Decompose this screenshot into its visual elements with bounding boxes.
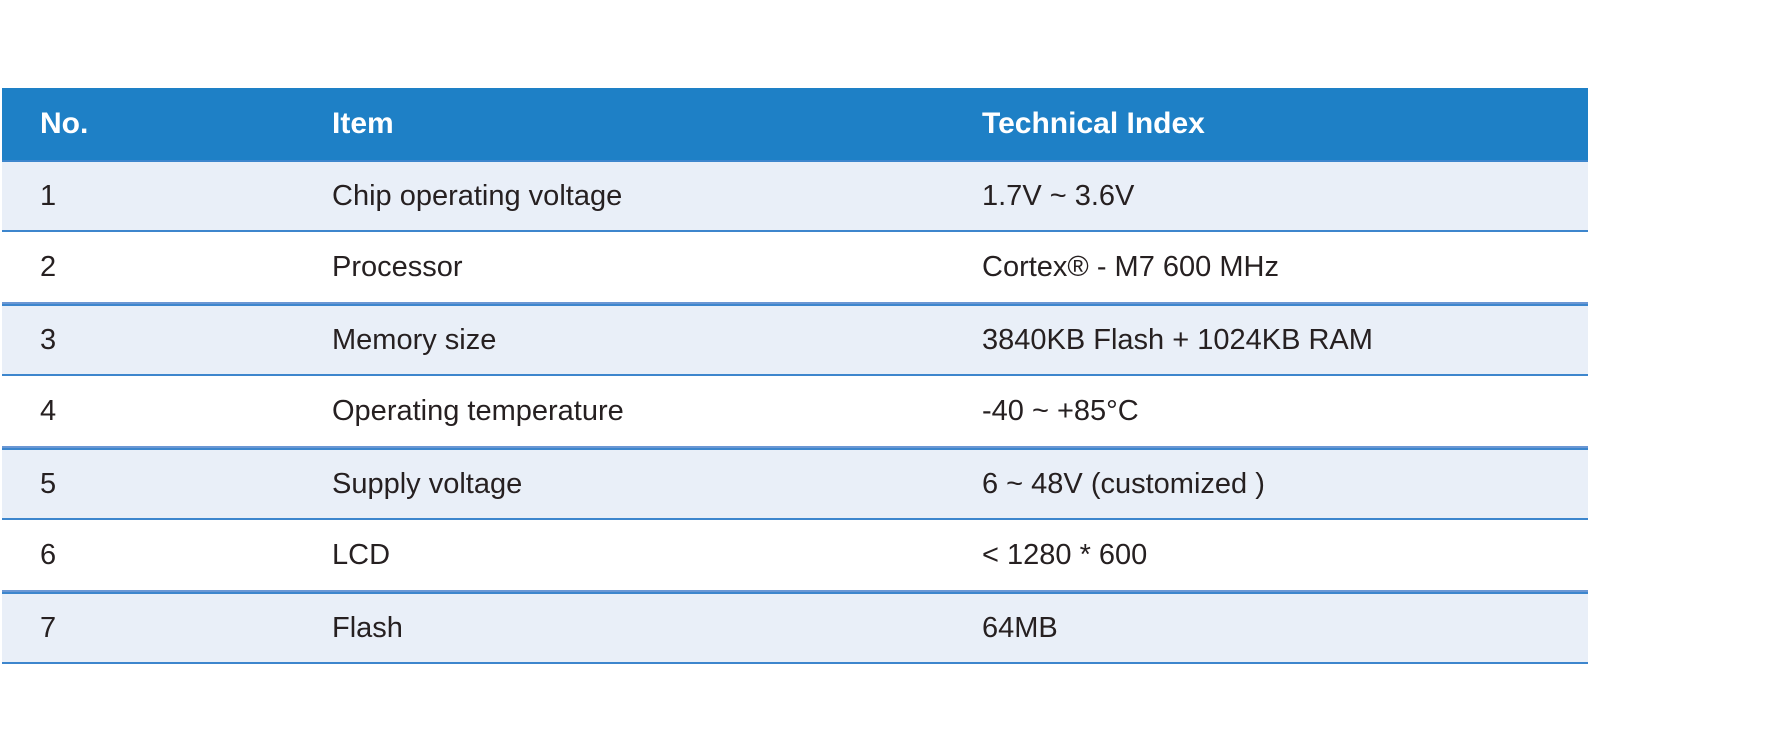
column-header-no: No. [40,107,89,140]
column-header-technical-index: Technical Index [982,107,1205,140]
cell-item: Operating temperature [332,394,624,427]
table-row: 2 Processor Cortex® - M7 600 MHz [2,232,1588,304]
cell-no: 2 [40,250,57,283]
technical-spec-table: No. Item Technical Index 1 Chip operatin… [2,88,1588,664]
table-row: 1 Chip operating voltage 1.7V ~ 3.6V [2,160,1588,232]
cell-no: 4 [40,394,57,427]
cell-item: Supply voltage [332,467,523,500]
cell-technical-index: 64MB [982,611,1058,644]
cell-technical-index: 6 ~ 48V (customized ) [982,467,1265,500]
cell-item: Flash [332,611,403,644]
cell-technical-index: 1.7V ~ 3.6V [982,179,1135,212]
cell-no: 5 [40,467,57,500]
cell-no: 3 [40,323,57,356]
table-row: 3 Memory size 3840KB Flash + 1024KB RAM [2,304,1588,376]
cell-item: Chip operating voltage [332,179,623,212]
cell-technical-index: < 1280 * 600 [982,538,1148,571]
cell-technical-index: Cortex® - M7 600 MHz [982,250,1279,283]
cell-item: Memory size [332,323,497,356]
cell-technical-index: -40 ~ +85°C [982,394,1139,427]
table-row: 5 Supply voltage 6 ~ 48V (customized ) [2,448,1588,520]
cell-item: LCD [332,538,391,571]
column-header-item: Item [332,107,394,140]
cell-no: 1 [40,179,57,212]
table-row: 6 LCD < 1280 * 600 [2,520,1588,592]
table-row: 4 Operating temperature -40 ~ +85°C [2,376,1588,448]
table-row: 7 Flash 64MB [2,592,1588,664]
cell-no: 7 [40,611,57,644]
cell-item: Processor [332,250,463,283]
cell-technical-index: 3840KB Flash + 1024KB RAM [982,323,1373,356]
cell-no: 6 [40,538,57,571]
table-header-row: No. Item Technical Index [2,88,1588,160]
